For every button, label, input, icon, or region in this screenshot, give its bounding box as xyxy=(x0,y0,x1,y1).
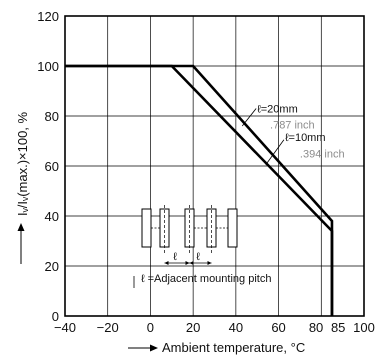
x-axis-label: Ambient temperature, °C xyxy=(162,340,305,355)
pitch-symbol-right: ℓ xyxy=(196,251,200,263)
x-axis-ticks: −40 −20 0 20 40 60 80 85 100 xyxy=(54,320,375,335)
y-axis-ticks: 0 20 40 60 80 100 120 xyxy=(37,9,59,324)
y-axis-title: Iᵥ/Iᵥ(max.)×100, % xyxy=(15,111,30,264)
x-tick-label: 85 xyxy=(331,320,345,335)
y-tick-label: 80 xyxy=(45,109,59,124)
led-outline xyxy=(227,208,238,248)
y-tick-label: 100 xyxy=(37,59,59,74)
y-tick-label: 60 xyxy=(45,159,59,174)
mounting-pitch-diagram xyxy=(133,205,238,288)
pitch-symbol-left: ℓ xyxy=(173,251,177,263)
plot-frame xyxy=(64,15,365,317)
pitch-arrowhead xyxy=(189,261,194,265)
x-tick-label: 80 xyxy=(309,320,323,335)
y-tick-label: 120 xyxy=(37,9,59,24)
pitch-arrowhead xyxy=(207,261,212,265)
y-tick-label: 40 xyxy=(45,209,59,224)
y-tick-label: 20 xyxy=(45,259,59,274)
inset-caption: ℓ =Adjacent mounting pitch xyxy=(141,273,271,285)
x-axis-title: Ambient temperature, °C xyxy=(128,340,305,355)
y-tick-label: 0 xyxy=(52,309,59,324)
pitch-arrowhead xyxy=(164,261,169,265)
grid xyxy=(65,16,364,316)
pitch-arrowhead xyxy=(185,261,190,265)
series-sublabel-20mm: .787 inch xyxy=(270,120,315,132)
led-outline xyxy=(141,208,152,248)
leader-10mm xyxy=(265,139,285,165)
x-tick-label: −40 xyxy=(54,320,76,335)
series-label-20mm: ℓ=20mm xyxy=(257,103,298,115)
series-lines xyxy=(65,64,334,316)
x-tick-label: 100 xyxy=(353,320,375,335)
series-label-10mm: ℓ=10mm xyxy=(285,132,326,144)
series-sublabel-10mm: .394 inch xyxy=(300,148,345,160)
x-tick-label: 20 xyxy=(186,320,200,335)
x-tick-label: −20 xyxy=(97,320,119,335)
y-axis-label: Iᵥ/Iᵥ(max.)×100, % xyxy=(15,111,30,216)
leader-20mm xyxy=(241,108,257,127)
x-tick-label: 60 xyxy=(271,320,285,335)
series-line-10mm xyxy=(65,64,334,316)
x-tick-label: 40 xyxy=(229,320,243,335)
x-tick-label: 0 xyxy=(147,320,154,335)
